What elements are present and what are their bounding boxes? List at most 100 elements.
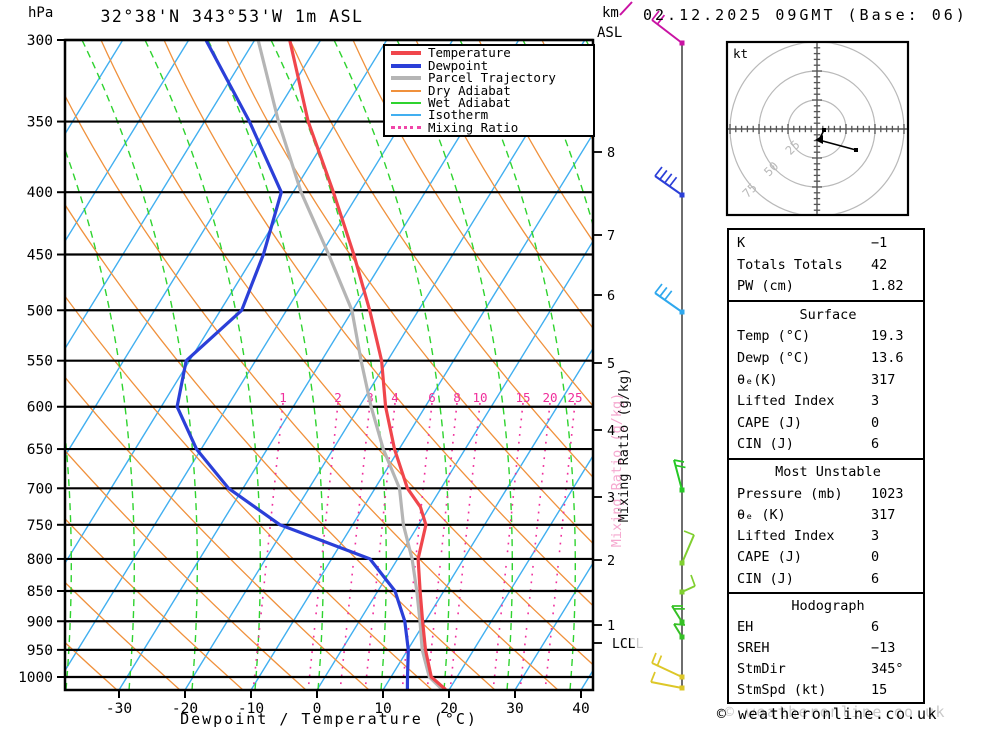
height-unit-km-label: km xyxy=(602,5,619,21)
stat-row: CAPE (J) 0 xyxy=(737,547,919,568)
stat-label: PW (cm) xyxy=(737,278,794,295)
stat-row: θₑ (K) 317 xyxy=(737,505,919,526)
svg-text:500: 500 xyxy=(27,303,53,319)
temperature-curve xyxy=(288,40,447,690)
svg-text:40: 40 xyxy=(572,701,589,717)
stat-label: EH xyxy=(737,619,754,635)
svg-text:350: 350 xyxy=(27,115,53,131)
svg-text:7: 7 xyxy=(607,228,615,244)
svg-text:800: 800 xyxy=(27,552,53,568)
legend-swatch-dry-adiabat xyxy=(391,89,421,92)
stat-table: K −1 Totals Totals 42 PW (cm) 1.82 xyxy=(727,228,925,302)
stat-row: CIN (J) 6 xyxy=(737,569,919,590)
mixing-ratio-labels: 1 2 3 4 6 8 10 15 20 25 xyxy=(279,390,582,405)
stat-row: SREH −13 xyxy=(737,638,919,659)
svg-text:2: 2 xyxy=(607,553,615,569)
svg-text:Mixing Ratio (g/kg): Mixing Ratio (g/kg) xyxy=(609,393,625,547)
stat-row: θₑ(K) 317 xyxy=(737,370,919,391)
copyright: © weatheronline.co.uk xyxy=(716,705,939,723)
legend-label: Wet Adiabat xyxy=(428,94,511,110)
legend-label: Isotherm xyxy=(428,107,489,123)
svg-text:650: 650 xyxy=(27,442,53,458)
legend-label: Parcel Trajectory xyxy=(428,70,556,86)
stat-row: Pressure (mb) 1023 xyxy=(737,484,919,505)
stat-table-most-unstable: Most Unstable Pressure (mb) 1023 θₑ (K) 317 L… xyxy=(727,458,925,594)
legend-item: Dewpoint xyxy=(391,57,591,73)
svg-text:20: 20 xyxy=(440,701,457,717)
legend-item: Wet Adiabat xyxy=(391,94,591,110)
stat-row: EH 6 xyxy=(737,617,919,638)
legend-label: Dry Adiabat xyxy=(428,82,511,98)
stat-label: Pressure (mb) xyxy=(737,485,843,502)
stat-value: 15 xyxy=(871,682,888,698)
stat-value: 317 xyxy=(871,371,896,388)
svg-text:3: 3 xyxy=(607,490,615,506)
svg-text:25: 25 xyxy=(567,390,582,405)
stat-value: −1 xyxy=(871,234,888,251)
svg-text:8: 8 xyxy=(607,145,615,161)
stat-table-title: Hodograph xyxy=(791,598,865,614)
stat-value: 6 xyxy=(871,570,880,587)
svg-text:0: 0 xyxy=(313,701,322,717)
stat-row: Lifted Index 3 xyxy=(737,526,919,547)
wind-barb xyxy=(671,605,685,625)
stat-label: CAPE (J) xyxy=(737,414,803,431)
svg-text:900: 900 xyxy=(27,614,53,630)
legend-label: Mixing Ratio xyxy=(428,119,519,135)
svg-text:400: 400 xyxy=(27,185,53,201)
svg-text:6: 6 xyxy=(428,390,436,405)
stat-label: Lifted Index xyxy=(737,393,835,410)
svg-text:300: 300 xyxy=(27,33,53,49)
legend-swatch-wet-adiabat xyxy=(391,101,421,104)
legend: Temperature Dewpoint Parcel Trajectory Dry … xyxy=(383,44,595,137)
svg-text:-10: -10 xyxy=(238,701,264,717)
stat-label: CIN (J) xyxy=(737,436,794,453)
svg-text:1: 1 xyxy=(279,390,287,405)
legend-label: Dewpoint xyxy=(428,57,489,73)
svg-text:10: 10 xyxy=(472,390,487,405)
stat-value: 0 xyxy=(871,414,880,431)
stat-value: 13.6 xyxy=(871,349,904,366)
stat-label: StmSpd (kt) xyxy=(737,682,827,698)
svg-text:10: 10 xyxy=(374,701,391,717)
stat-row: CAPE (J) 0 xyxy=(737,413,919,434)
wind-barb xyxy=(651,652,685,680)
svg-text:20: 20 xyxy=(542,390,557,405)
legend-item: Mixing Ratio xyxy=(391,119,591,135)
legend-swatch-isotherm xyxy=(391,114,421,117)
svg-text:5: 5 xyxy=(607,356,615,372)
svg-text:kt: kt xyxy=(733,46,748,61)
temperature-axis: -30 -20 -10 0 10 20 30 40 xyxy=(106,690,590,717)
stat-label: SREH xyxy=(737,640,770,656)
svg-text:600: 600 xyxy=(27,400,53,416)
svg-text:LCL: LCL xyxy=(612,637,636,652)
pressure-axis: 300 350 400 450 500 550 600 650 700 750 800 850 900 9… xyxy=(18,33,65,686)
legend-item: Parcel Trajectory xyxy=(391,70,591,86)
stat-label: K xyxy=(737,234,746,251)
svg-text:1: 1 xyxy=(607,618,615,634)
stat-label: Lifted Index xyxy=(737,528,835,545)
stat-value: −13 xyxy=(871,640,896,656)
svg-text:8: 8 xyxy=(453,390,461,405)
stat-value: 42 xyxy=(871,256,888,273)
legend-item: Temperature xyxy=(391,47,591,59)
stat-table-title: Surface xyxy=(799,306,857,323)
svg-text:2: 2 xyxy=(334,390,342,405)
wind-barb xyxy=(654,283,685,315)
wind-barb xyxy=(679,574,696,595)
stat-label: StmDir xyxy=(737,661,786,677)
mixing-ratio-lines xyxy=(252,402,576,689)
stat-value: 1023 xyxy=(871,485,904,502)
stat-label: θₑ (K) xyxy=(737,506,786,523)
pressure-unit-label: hPa xyxy=(28,5,54,21)
stat-value: 3 xyxy=(871,393,880,410)
svg-text:Mixing Ratio (g/kg): Mixing Ratio (g/kg) xyxy=(616,368,632,522)
top-barb-fragment xyxy=(619,1,633,16)
stat-row: Temp (°C) 19.3 xyxy=(737,326,919,347)
x-axis-title: Dewpoint / Temperature (°C) xyxy=(180,710,478,728)
svg-text:LCL: LCL xyxy=(620,637,644,652)
svg-text:850: 850 xyxy=(27,584,53,600)
